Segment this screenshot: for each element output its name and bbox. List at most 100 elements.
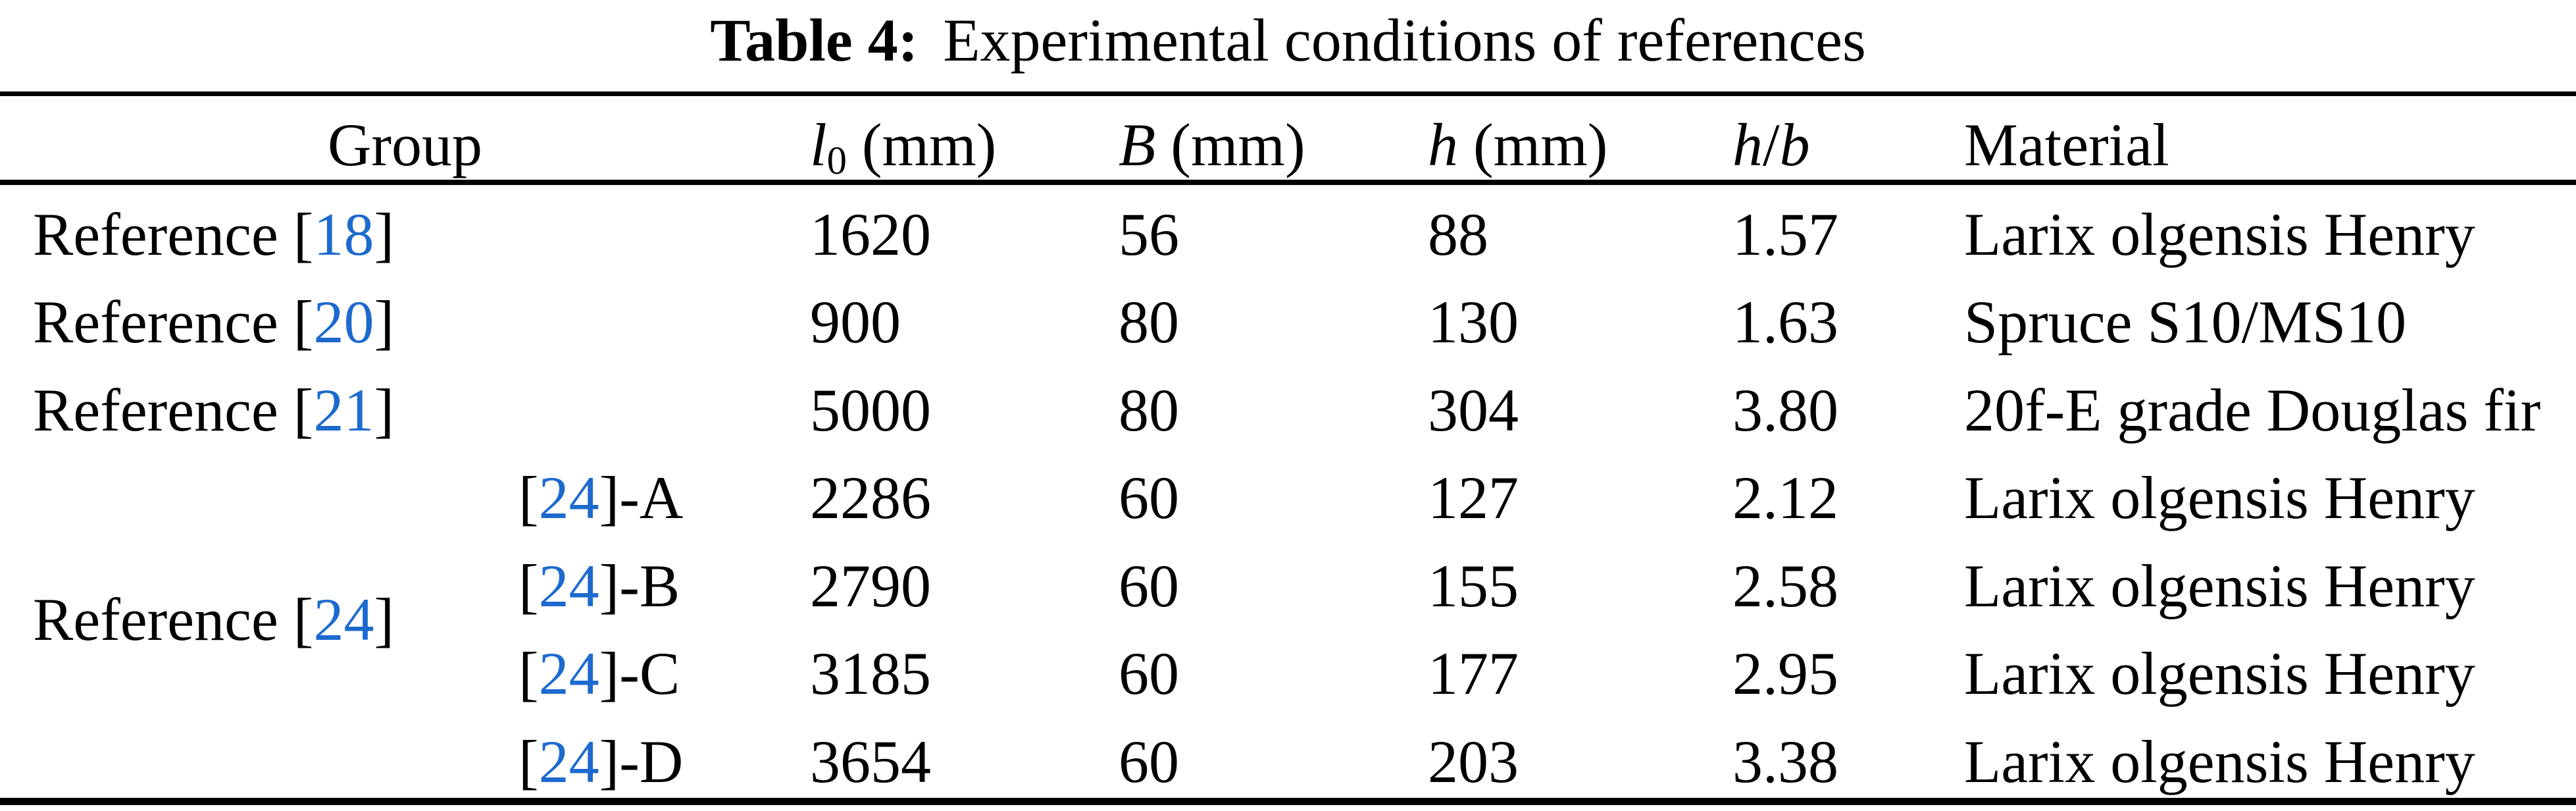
citation-link[interactable]: 24 <box>538 727 599 795</box>
table-caption: Table 4: Experimental conditions of refer… <box>0 0 2576 80</box>
value-h-over-b: 3.38 <box>1732 727 1838 795</box>
sub-suffix: ]-B <box>599 552 680 619</box>
value-h-over-b: 2.12 <box>1732 464 1838 532</box>
value-h: 177 <box>1428 640 1519 708</box>
sub-open-bracket: [ <box>518 727 539 795</box>
cell-l0: 1620 <box>810 180 1119 268</box>
citation-link[interactable]: 24 <box>538 552 599 619</box>
column-header-material-label: Material <box>1964 111 2169 178</box>
l0-subscript: 0 <box>826 138 847 183</box>
references-table: Group l0 (mm) B (mm) h (mm) h/b Material… <box>0 96 2576 795</box>
ref-prefix: Reference [ <box>33 376 314 444</box>
cell-material: Larix olgensis Henry <box>1964 531 2576 619</box>
column-header-l0: l0 (mm) <box>810 96 1119 183</box>
cell-B: 80 <box>1119 268 1428 356</box>
value-l0: 2286 <box>810 464 931 532</box>
value-B: 56 <box>1119 200 1179 268</box>
hb-denominator: b <box>1779 111 1810 178</box>
h-unit: (mm) <box>1458 111 1608 178</box>
cell-B: 80 <box>1119 355 1428 444</box>
value-B: 60 <box>1119 464 1179 532</box>
citation-link[interactable]: 24 <box>313 585 374 653</box>
citation-link[interactable]: 24 <box>538 464 599 532</box>
cell-l0: 3654 <box>810 707 1119 795</box>
cell-B: 60 <box>1119 619 1428 707</box>
value-l0: 3654 <box>810 727 931 795</box>
table-caption-text: Experimental conditions of references <box>943 7 1866 74</box>
h-symbol: h <box>1428 111 1458 178</box>
cell-material: Spruce S10/MS10 <box>1964 268 2576 356</box>
cell-B: 60 <box>1119 444 1428 532</box>
citation-link[interactable]: 21 <box>313 376 374 444</box>
sub-suffix: ]-A <box>599 464 684 532</box>
value-h-over-b: 1.57 <box>1732 200 1838 268</box>
subgroup-cell: [24]-C <box>518 619 810 708</box>
sub-open-bracket: [ <box>518 552 539 619</box>
group-cell: Reference [18] <box>33 180 518 268</box>
cell-h-over-b: 2.95 <box>1732 619 1964 707</box>
cell-h: 88 <box>1428 180 1732 268</box>
hb-slash: / <box>1763 111 1780 178</box>
cell-material: Larix olgensis Henry <box>1964 180 2576 268</box>
table-caption-label: Table 4: <box>710 7 919 74</box>
cell-material: Larix olgensis Henry <box>1964 619 2576 708</box>
citation-link[interactable]: 20 <box>313 288 374 356</box>
ref-suffix: ] <box>374 200 395 268</box>
value-B: 80 <box>1119 288 1179 356</box>
table-header-rule <box>0 180 2576 185</box>
value-material: Larix olgensis Henry <box>1964 640 2475 708</box>
cell-h-over-b: 3.80 <box>1732 355 1964 444</box>
value-material: 20f-E grade Douglas fir <box>1964 376 2541 444</box>
value-h: 127 <box>1428 464 1519 532</box>
cell-material: 20f-E grade Douglas fir <box>1964 355 2576 444</box>
group-cell: Reference [21] <box>33 355 518 444</box>
value-h: 203 <box>1428 727 1519 795</box>
table-top-rule <box>0 92 2576 96</box>
hb-numerator: h <box>1732 111 1763 178</box>
column-header-group-label: Group <box>327 111 483 178</box>
value-l0: 5000 <box>810 376 931 444</box>
value-l0: 2790 <box>810 552 931 619</box>
citation-link[interactable]: 24 <box>538 640 599 708</box>
sub-suffix: ]-D <box>599 727 684 795</box>
B-unit: (mm) <box>1155 111 1305 178</box>
value-h: 304 <box>1428 376 1519 444</box>
sub-open-bracket: [ <box>518 640 539 708</box>
column-header-material: Material <box>1964 96 2576 180</box>
ref-suffix: ] <box>374 376 395 444</box>
value-material: Larix olgensis Henry <box>1964 200 2475 268</box>
column-header-B: B (mm) <box>1119 96 1428 180</box>
cell-l0: 900 <box>810 268 1119 355</box>
value-material: Spruce S10/MS10 <box>1964 288 2407 356</box>
value-h: 88 <box>1428 200 1488 268</box>
cell-h-over-b: 2.12 <box>1732 444 1964 532</box>
ref-prefix: Reference [ <box>33 200 314 268</box>
value-material: Larix olgensis Henry <box>1964 727 2475 795</box>
column-header-h: h (mm) <box>1428 96 1732 180</box>
value-material: Larix olgensis Henry <box>1964 552 2475 619</box>
citation-link[interactable]: 18 <box>313 200 374 268</box>
cell-B: 60 <box>1119 531 1428 619</box>
ref-suffix: ] <box>374 585 395 653</box>
cell-B: 56 <box>1119 180 1428 268</box>
cell-h-over-b: 3.38 <box>1732 707 1964 795</box>
cell-l0: 3185 <box>810 619 1119 707</box>
cell-l0: 2790 <box>810 531 1119 619</box>
table-bottom-rule <box>0 798 2576 805</box>
value-l0: 1620 <box>810 200 931 268</box>
group-cell-reference-24: Reference [24] <box>33 444 518 795</box>
value-B: 80 <box>1119 376 1179 444</box>
subgroup-cell: [24]-A <box>518 444 810 532</box>
ref-prefix: Reference [ <box>33 288 314 356</box>
column-header-h-over-b: h/b <box>1732 96 1964 180</box>
value-h-over-b: 3.80 <box>1732 376 1838 444</box>
column-header-group: Group <box>0 96 810 180</box>
B-symbol: B <box>1119 111 1156 178</box>
cell-material: Larix olgensis Henry <box>1964 444 2576 531</box>
value-h: 155 <box>1428 552 1519 619</box>
ref-suffix: ] <box>374 288 395 356</box>
sub-open-bracket: [ <box>518 464 539 532</box>
value-B: 60 <box>1119 552 1179 619</box>
l0-unit: (mm) <box>846 111 997 178</box>
sub-suffix: ]-C <box>599 640 680 708</box>
